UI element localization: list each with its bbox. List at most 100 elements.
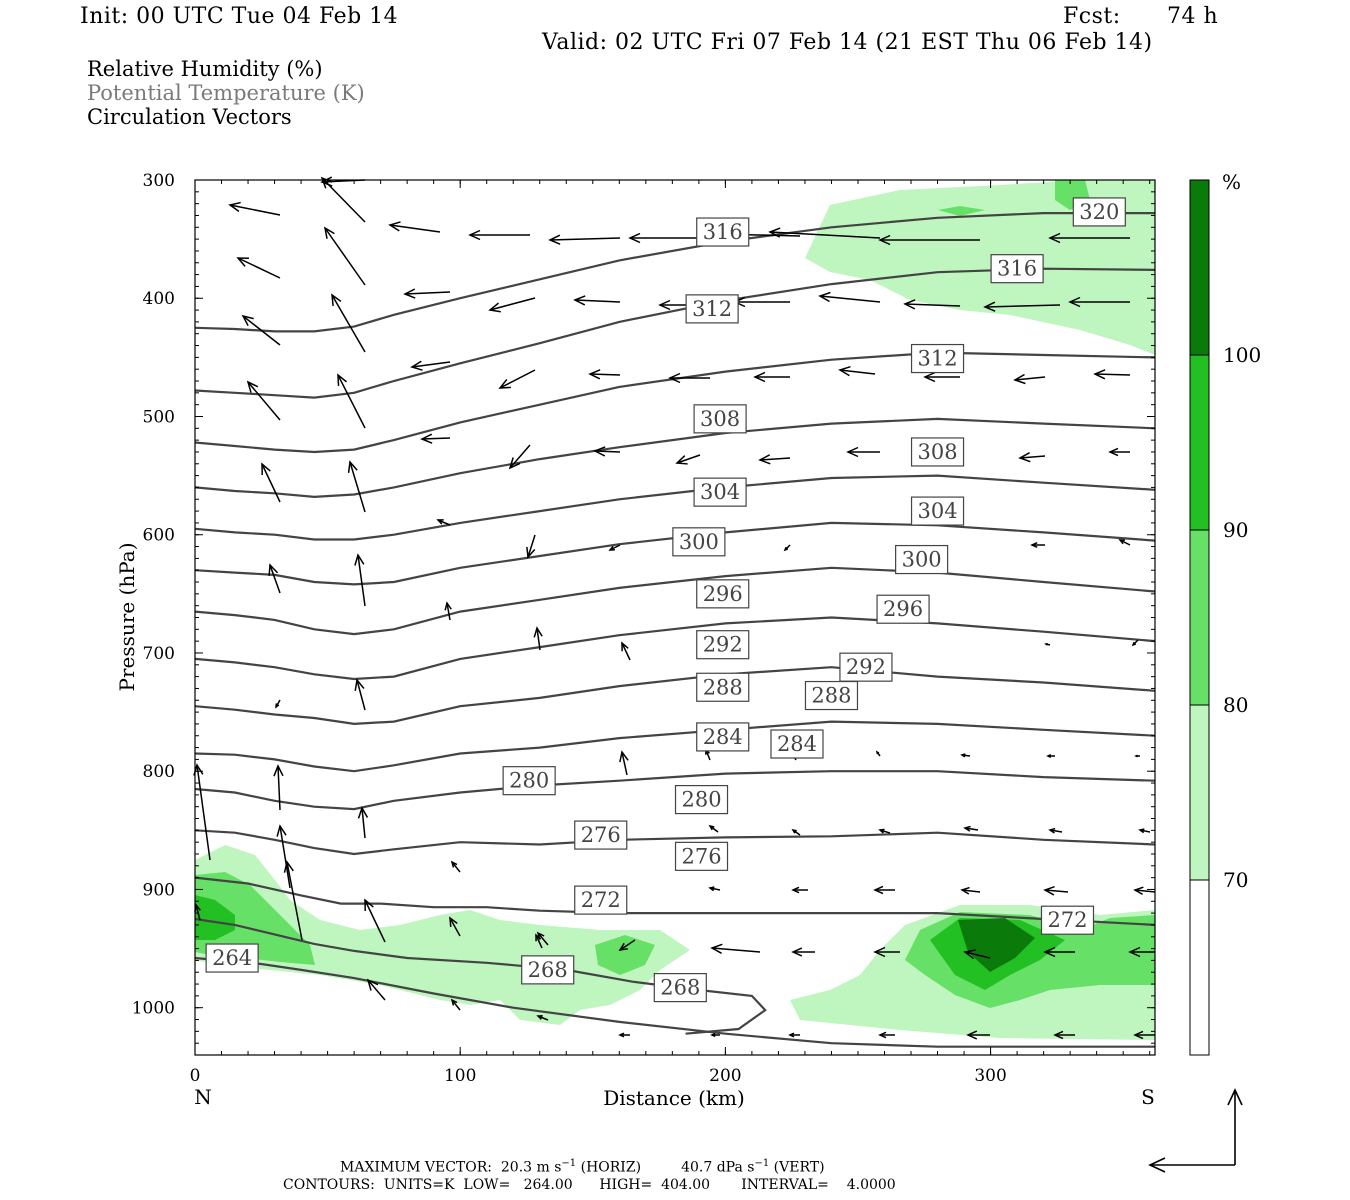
vector-head <box>1053 1030 1064 1040</box>
circulation-vector <box>337 373 366 429</box>
circulation-vector <box>450 860 461 873</box>
circulation-vector <box>283 860 303 941</box>
vector-head <box>320 176 333 189</box>
vector-head <box>357 806 369 819</box>
circulation-vector <box>758 454 791 465</box>
contour-label-text: 312 <box>692 297 732 321</box>
vector-shaft <box>819 295 881 303</box>
vector-shaft <box>489 297 536 311</box>
vector-head <box>1013 373 1026 385</box>
contour-label-box <box>685 294 739 324</box>
circulation-vector <box>668 372 710 384</box>
circulation-vector <box>388 221 441 233</box>
circulation-vector <box>573 295 621 306</box>
vector-head <box>1043 885 1055 896</box>
contour-label-box <box>574 885 628 915</box>
contour-label-box <box>876 594 930 624</box>
vector-head <box>608 545 615 551</box>
vector-head <box>873 946 886 958</box>
circulation-vector <box>275 699 281 709</box>
vector-head <box>1046 754 1052 758</box>
contour-label-text: 308 <box>700 407 740 431</box>
contour-label-284: 284 <box>696 722 750 752</box>
colorbar-swatch-100 <box>1189 179 1210 356</box>
vector-shaft <box>237 257 281 279</box>
vector-head <box>1138 828 1145 834</box>
circulation-vector <box>923 371 960 383</box>
circulation-vector <box>903 299 961 310</box>
vector-shaft <box>589 373 621 376</box>
colorbar-swatch-below-70 <box>1189 879 1210 1056</box>
vector-shaft <box>769 231 881 239</box>
vector-shaft <box>411 361 451 368</box>
contour-label-text: 296 <box>703 582 743 606</box>
circulation-vector <box>791 947 815 957</box>
vector-head <box>388 221 401 232</box>
circulation-vector <box>818 291 881 303</box>
circulation-vector <box>449 916 461 937</box>
contour-label-box <box>895 544 949 575</box>
vector-shaft <box>451 861 461 873</box>
circulation-vector <box>878 234 980 246</box>
circulation-vector <box>588 369 621 380</box>
contour-label-text: 300 <box>902 548 942 572</box>
vector-shaft <box>711 947 761 953</box>
circulation-vector <box>498 369 536 389</box>
circulation-vector <box>1048 827 1063 834</box>
vector-shaft <box>404 291 451 295</box>
vector-head <box>498 378 511 389</box>
circulation-vector <box>276 824 291 889</box>
vector-head <box>246 380 259 393</box>
contour-label-text: 288 <box>811 684 851 708</box>
vector-head <box>403 288 416 299</box>
contour-label-text: 276 <box>681 844 721 868</box>
vector-head <box>791 828 797 834</box>
vector-head <box>1030 541 1038 549</box>
circulation-vector <box>273 764 284 811</box>
vector-head <box>621 641 629 652</box>
circulation-vector <box>357 806 369 839</box>
vector-shaft <box>229 204 281 216</box>
contour-label-300: 300 <box>895 544 949 575</box>
circulation-vector <box>619 750 629 776</box>
theta-contour-292 <box>194 616 1156 681</box>
circulation-vector <box>1131 639 1139 647</box>
relative-humidity-shading <box>195 180 1155 1040</box>
circulation-vector <box>1133 886 1156 896</box>
contour-label-text: 304 <box>917 499 957 523</box>
contour-label-box <box>1040 905 1095 935</box>
contour-label-text: 300 <box>679 530 719 554</box>
vector-head <box>323 226 335 239</box>
rh-100-region-lower-right <box>958 918 1035 972</box>
contour-label-268: 268 <box>521 955 575 985</box>
circulation-vector <box>963 825 979 832</box>
contour-label-text: 264 <box>212 946 252 970</box>
circulation-vector <box>488 297 536 313</box>
contour-label-box <box>672 527 726 557</box>
colorbar-swatch-70 <box>1189 704 1210 881</box>
vector-head <box>273 764 284 777</box>
contour-label-box <box>693 404 747 434</box>
y-axis-label: Pressure (hPa) <box>115 543 139 692</box>
vector-shaft <box>1049 829 1063 833</box>
contour-label-264: 264 <box>205 943 259 973</box>
contour-label-304: 304 <box>910 496 965 526</box>
colorbar-swatch-90 <box>1189 354 1210 531</box>
circulation-vector <box>960 886 981 895</box>
max-vector-text: MAXIMUM VECTOR: 20.3 m s−1 (HORIZ) 40.7 … <box>340 1158 825 1176</box>
y-tick-label: 500 <box>143 407 175 427</box>
vector-shaft <box>451 999 461 1011</box>
circulation-vector <box>468 229 530 241</box>
vector-shaft <box>269 564 281 594</box>
circulation-vector <box>436 519 451 526</box>
forecast-hour-label: Fcst: <box>1063 4 1121 29</box>
circulation-vector <box>1030 541 1045 549</box>
contour-label-text: 268 <box>528 958 568 982</box>
circulation-vector <box>710 943 761 954</box>
circulation-vector <box>878 1031 895 1039</box>
contour-label-316: 316 <box>696 217 750 247</box>
contour-label-text: 316 <box>997 257 1037 281</box>
contour-label-text: 312 <box>917 347 957 371</box>
contour-label-box <box>770 729 824 759</box>
circulation-vector <box>320 176 366 223</box>
